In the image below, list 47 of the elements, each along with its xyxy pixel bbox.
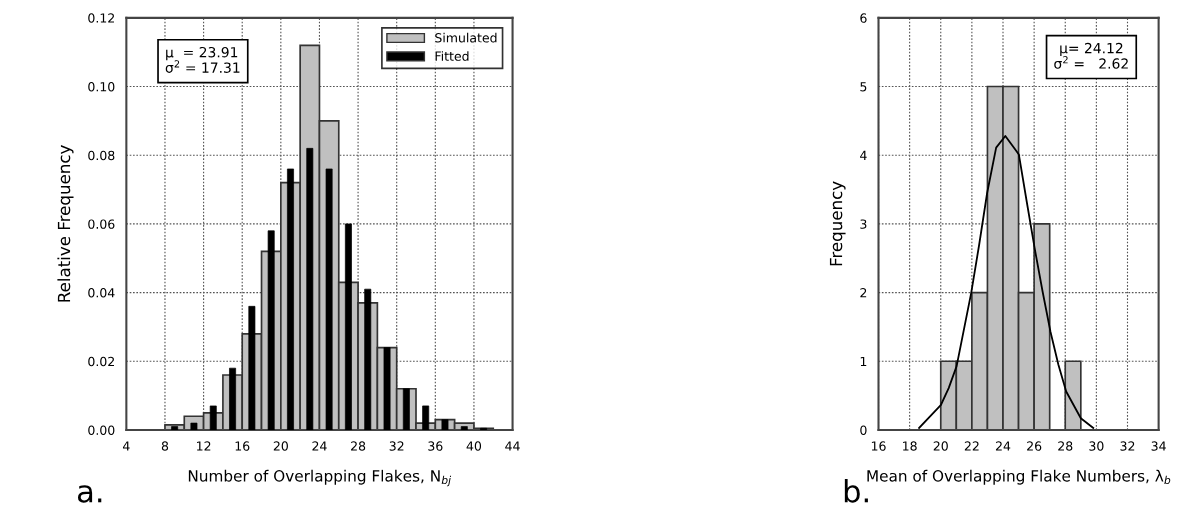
- text: b.: [844, 479, 868, 503]
- x-tick-label: 4: [122, 441, 130, 451]
- y-tick-label: 0.10: [88, 82, 115, 92]
- line-series: [918, 135, 1095, 429]
- y-tick-label: 0.06: [88, 219, 115, 229]
- x-tick-label: 36: [428, 441, 443, 451]
- x-tick-label: 28: [1058, 441, 1073, 451]
- x-tick-label: 26: [1027, 441, 1042, 451]
- x-axis-title: Mean of Overlapping Flake Numbers, λ$_{b}$: [867, 469, 1171, 485]
- y-tick-label: 5: [860, 82, 867, 92]
- x-tick-label: 20: [273, 441, 288, 451]
- text: a.: [77, 485, 102, 503]
- y-tick-label: 3: [860, 219, 867, 229]
- x-tick-label: 8: [161, 441, 169, 451]
- bar: [306, 148, 314, 430]
- legend-label: Fitted: [435, 51, 469, 61]
- y-tick-label: 0.08: [88, 150, 115, 161]
- y-tick-label: 0.12: [88, 13, 114, 23]
- y-tick-label: 4: [860, 150, 867, 160]
- y-tick-label: 1: [860, 356, 867, 367]
- x-axis-title: Number of Overlapping Flakes, N$_{bj}$: [188, 469, 452, 487]
- x-tick-label: 16: [871, 441, 886, 451]
- y-tick-label: 0.04: [88, 288, 115, 298]
- y-axis-title: Frequency: [829, 181, 846, 266]
- annotation: μ= 24.12 σ$^{2}$ = 2.62: [1054, 42, 1128, 69]
- x-tick-label: 22: [964, 441, 979, 451]
- x-tick-label: 40: [466, 441, 482, 451]
- x-tick-label: 32: [389, 441, 404, 451]
- x-tick-label: 32: [1120, 441, 1135, 451]
- x-tick-label: 16: [235, 441, 250, 451]
- legend-label: Simulated: [435, 32, 497, 43]
- y-axis-title: Relative Frequency: [57, 145, 74, 302]
- y-tick-label: 0.02: [88, 356, 114, 367]
- x-tick-label: 30: [1089, 441, 1104, 451]
- x-tick-label: 20: [933, 441, 948, 451]
- y-tick-label: 6: [860, 13, 867, 23]
- x-tick-label: 34: [1151, 441, 1166, 451]
- x-tick-label: 44: [505, 441, 520, 451]
- y-tick-label: 2: [860, 288, 867, 298]
- x-tick-label: 18: [903, 441, 917, 451]
- x-tick-label: 12: [197, 441, 211, 451]
- x-tick-label: 24: [312, 441, 327, 451]
- x-tick-label: 28: [351, 441, 366, 451]
- y-tick-label: 0.00: [88, 425, 115, 435]
- x-tick-label: 24: [995, 441, 1011, 451]
- y-tick-label: 0: [860, 425, 867, 435]
- annotation: μ = 23.91 σ$^{2}$ = 17.31: [165, 46, 240, 73]
